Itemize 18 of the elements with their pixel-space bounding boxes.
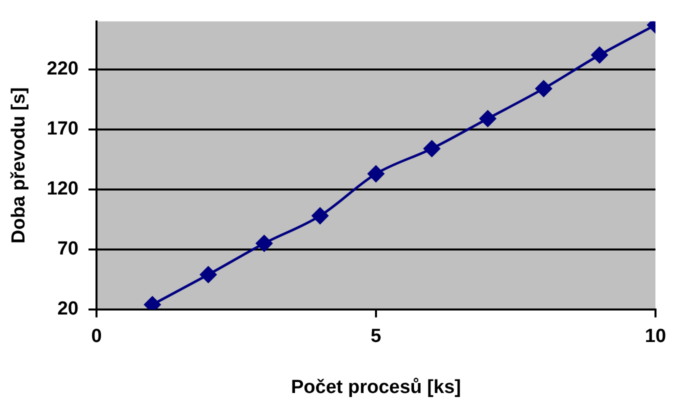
- x-axis-title: Počet procesů [ks]: [290, 376, 461, 398]
- y-tick-label: 170: [46, 118, 78, 140]
- y-tick-label: 70: [57, 238, 78, 260]
- y-tick-label: 20: [57, 298, 78, 320]
- y-tick-label: 120: [46, 178, 78, 200]
- x-tick-label: 0: [91, 326, 102, 348]
- y-tick-label: 220: [46, 58, 78, 80]
- point: [591, 46, 608, 64]
- point: [312, 208, 328, 224]
- x-tick-label: 10: [644, 326, 666, 348]
- point: [256, 235, 272, 252]
- point: [535, 80, 552, 97]
- y-axis-title: Doba převodu [s]: [8, 87, 30, 244]
- point: [424, 140, 440, 157]
- point: [480, 110, 496, 127]
- x-tick-label: 5: [370, 326, 382, 348]
- point: [368, 166, 384, 182]
- point: [200, 266, 217, 283]
